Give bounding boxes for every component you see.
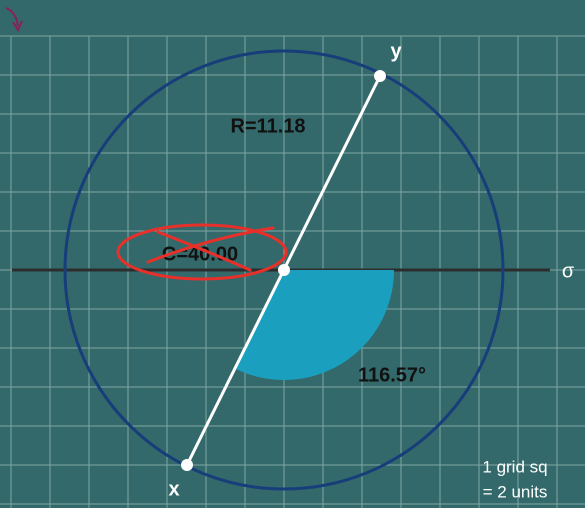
corner-arrow-head bbox=[12, 20, 23, 33]
angle-sector bbox=[234, 270, 394, 381]
point-y-label: y bbox=[390, 40, 402, 62]
radius-label: R=11.18 bbox=[230, 115, 305, 137]
mohr-circle bbox=[63, 49, 505, 491]
red-scribble bbox=[116, 223, 288, 281]
angle-label: 116.57° bbox=[358, 364, 426, 386]
corner-arrow bbox=[5, 7, 19, 27]
point-x bbox=[181, 459, 193, 471]
scale-note-line: = 2 units bbox=[483, 482, 548, 501]
point-y bbox=[374, 70, 386, 82]
axis-label: σ bbox=[562, 260, 575, 282]
scale-note-line: 1 grid sq bbox=[482, 457, 547, 476]
center-point bbox=[278, 264, 290, 276]
point-x-label: x bbox=[168, 478, 179, 500]
